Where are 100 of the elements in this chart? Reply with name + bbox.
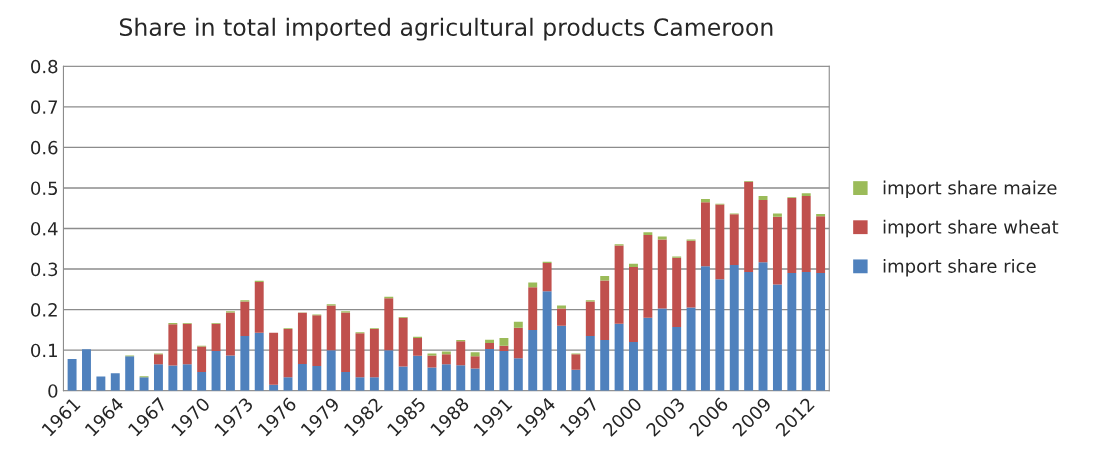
legend-label: import share wheat	[883, 219, 1059, 238]
legend-label: import share rice	[883, 258, 1036, 277]
bar	[585, 335, 595, 391]
y-tick-label: 0.5	[31, 181, 58, 196]
bar	[67, 359, 77, 391]
legend-label: import share maize	[883, 180, 1057, 199]
bar	[225, 312, 235, 356]
bar	[168, 324, 178, 366]
bar	[571, 369, 581, 391]
bar	[182, 364, 192, 391]
bar	[398, 366, 408, 391]
bar	[672, 327, 682, 391]
bar	[542, 262, 552, 292]
bar	[629, 263, 638, 268]
y-tick-label: 0.2	[31, 303, 57, 317]
bar	[513, 321, 523, 328]
bar	[557, 325, 566, 391]
bar	[110, 373, 120, 391]
bar	[758, 200, 768, 263]
bar	[787, 198, 797, 274]
bar	[197, 346, 207, 373]
bar	[456, 341, 466, 366]
bar	[153, 364, 163, 391]
bar	[125, 356, 135, 391]
bar	[715, 204, 725, 280]
bar	[240, 301, 250, 336]
chart-title: Share in total imported agricultural products Cameroon	[119, 17, 773, 41]
bar	[643, 317, 653, 391]
bar	[211, 323, 221, 351]
bar	[787, 273, 797, 391]
bar	[600, 275, 610, 281]
bar	[571, 354, 581, 370]
bar	[341, 312, 351, 373]
bar	[225, 355, 235, 391]
bar	[369, 377, 379, 391]
bar	[470, 368, 480, 391]
bar	[369, 329, 379, 378]
bar	[269, 332, 279, 385]
bar	[413, 355, 423, 391]
bar	[528, 329, 538, 391]
bar	[499, 338, 509, 346]
bar	[700, 198, 710, 203]
bar	[629, 342, 638, 391]
bar	[384, 350, 394, 391]
bar	[542, 291, 552, 391]
bar	[427, 367, 437, 391]
bar	[139, 377, 149, 391]
y-tick-label: 0.1	[31, 343, 57, 358]
bar	[816, 216, 826, 274]
bar	[801, 193, 811, 197]
bar	[772, 284, 782, 391]
bar	[614, 323, 624, 391]
bar	[557, 308, 566, 326]
bar	[772, 216, 782, 285]
bar	[816, 273, 826, 391]
bar	[312, 365, 322, 391]
bar	[700, 202, 710, 267]
bar	[657, 239, 667, 309]
bar	[801, 271, 811, 391]
bar	[441, 351, 451, 355]
bar	[772, 213, 782, 217]
bar	[729, 265, 739, 391]
bar	[297, 363, 307, 391]
bar	[182, 323, 192, 365]
bar	[96, 376, 106, 391]
bar	[441, 354, 451, 365]
bar	[700, 266, 710, 391]
bar	[384, 298, 394, 351]
bar	[801, 196, 811, 272]
bar	[297, 312, 307, 364]
y-tick-label: 0.6	[31, 140, 58, 155]
bar	[168, 365, 178, 391]
bar	[326, 305, 336, 351]
bar	[614, 245, 624, 324]
bar	[729, 214, 739, 265]
bar	[312, 315, 322, 366]
bar	[326, 350, 336, 391]
bar	[528, 282, 538, 288]
y-tick-label: 0.4	[31, 221, 58, 236]
bar	[715, 279, 725, 391]
bar	[600, 280, 610, 341]
bar	[413, 338, 423, 356]
bar	[744, 181, 754, 272]
bar	[441, 364, 451, 391]
bar	[427, 355, 437, 368]
bar	[470, 352, 480, 357]
y-tick-label: 0.8	[31, 59, 58, 74]
bar	[254, 282, 264, 333]
bar	[513, 358, 523, 391]
bar	[456, 365, 466, 391]
bar	[585, 301, 595, 336]
bar	[427, 353, 437, 356]
bar	[528, 287, 538, 330]
bar	[341, 372, 351, 391]
bar	[153, 354, 163, 365]
bar	[629, 267, 638, 343]
y-tick-label: 0	[48, 384, 58, 398]
bar	[485, 339, 494, 343]
bar	[470, 356, 480, 369]
bar	[600, 340, 610, 391]
